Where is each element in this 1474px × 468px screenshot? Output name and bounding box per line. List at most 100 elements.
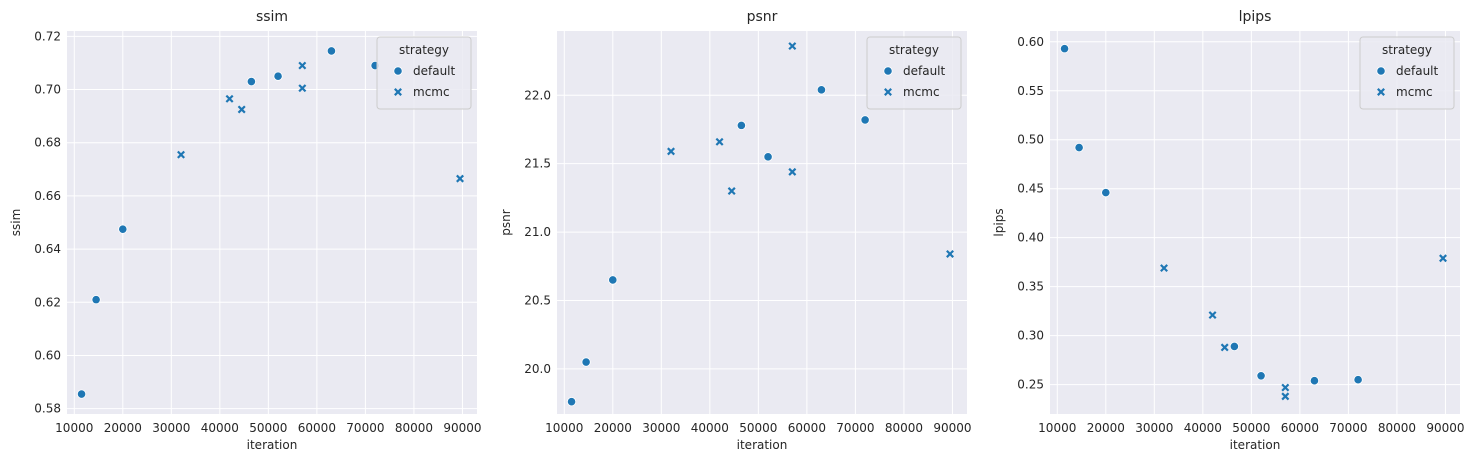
x-axis-label: iteration: [247, 438, 298, 452]
x-tick-label: 60000: [788, 421, 826, 435]
y-tick-label: 0.55: [1017, 84, 1044, 98]
y-tick-label: 0.66: [34, 189, 61, 203]
point-mcmc: [727, 187, 736, 196]
legend-label-default: default: [413, 64, 456, 78]
y-tick-label: 0.45: [1017, 182, 1044, 196]
x-tick-label: 40000: [691, 421, 729, 435]
y-tick-label: 0.60: [1017, 35, 1044, 49]
point-default: [76, 389, 87, 399]
point-default: [1309, 376, 1320, 386]
x-tick-label: 30000: [152, 421, 190, 435]
point-default: [273, 71, 283, 81]
point-mcmc: [788, 42, 797, 51]
y-tick-label: 0.64: [34, 242, 61, 256]
point-mcmc: [715, 137, 724, 146]
point-default: [1353, 375, 1363, 385]
x-tick-label: 30000: [642, 421, 680, 435]
chart-title: lpips: [1239, 9, 1272, 25]
legend-marker-mcmc: [884, 88, 892, 96]
point-mcmc: [1281, 392, 1290, 401]
x-tick-label: 30000: [1135, 421, 1173, 435]
point-default: [816, 85, 827, 95]
y-tick-label: 0.58: [34, 402, 61, 416]
point-default: [736, 120, 746, 130]
x-tick-label: 60000: [298, 421, 336, 435]
point-mcmc: [1208, 311, 1217, 320]
panel-ssim: 10000 20000 30000 40000 50000 60000 70000 80000…: [9, 9, 482, 452]
x-tick-label: 90000: [443, 421, 481, 435]
legend-label-mcmc: mcmc: [1396, 85, 1433, 99]
x-tick-label: 90000: [933, 421, 971, 435]
legend: strategy default mcmc: [1359, 36, 1455, 110]
legend-title: strategy: [1382, 43, 1432, 57]
y-tick-label: 0.60: [34, 348, 61, 362]
point-mcmc: [667, 147, 676, 156]
y-tick-label: 0.40: [1017, 231, 1044, 245]
point-mcmc: [1160, 264, 1168, 273]
point-mcmc: [237, 105, 246, 114]
point-default: [1229, 341, 1239, 352]
point-mcmc: [788, 167, 797, 176]
panel-lpips: 10000 20000 30000 40000 50000 60000 70000 80000…: [992, 9, 1465, 452]
legend-marker-mcmc: [1377, 88, 1385, 96]
legend-marker-default: [883, 66, 893, 76]
legend-marker-default: [393, 66, 403, 76]
y-tick-label: 0.70: [34, 83, 61, 97]
point-mcmc: [1439, 254, 1447, 263]
point-default: [1074, 142, 1084, 153]
point-mcmc: [1220, 343, 1229, 352]
point-default: [1059, 44, 1070, 54]
y-tick-label: 20.5: [524, 293, 551, 307]
x-tick-label: 70000: [346, 421, 384, 435]
y-tick-label: 0.68: [34, 136, 61, 150]
y-tick-label: 21.0: [524, 225, 551, 239]
legend-label-mcmc: mcmc: [903, 85, 940, 99]
x-tick-label: 10000: [1038, 421, 1076, 435]
panel-psnr: 10000 20000 30000 40000 50000 60000 70000 80000…: [499, 9, 972, 452]
x-axis-label: iteration: [1230, 438, 1281, 452]
legend: strategy default mcmc: [866, 36, 962, 110]
x-tick-label: 90000: [1426, 421, 1464, 435]
x-tick-label: 80000: [395, 421, 433, 435]
y-axis-label: lpips: [992, 208, 1006, 236]
x-tick-label: 80000: [885, 421, 923, 435]
y-tick-label: 21.5: [524, 157, 551, 171]
point-default: [118, 224, 128, 234]
legend-marker-default: [1376, 66, 1386, 76]
point-default: [608, 275, 618, 285]
point-default: [91, 295, 101, 305]
y-tick-label: 0.25: [1017, 378, 1044, 392]
point-default: [326, 46, 337, 56]
x-tick-label: 50000: [739, 421, 777, 435]
x-tick-label: 20000: [104, 421, 142, 435]
point-mcmc: [298, 84, 307, 93]
x-tick-label: 50000: [1232, 421, 1270, 435]
legend-label-default: default: [1396, 64, 1439, 78]
point-default: [581, 357, 591, 367]
point-mcmc: [1281, 383, 1290, 392]
y-tick-label: 0.35: [1017, 280, 1044, 294]
legend-title: strategy: [399, 43, 449, 57]
legend-label-default: default: [903, 64, 946, 78]
legend: strategy default mcmc: [376, 36, 472, 110]
y-tick-label: 0.50: [1017, 133, 1044, 147]
legend-label-mcmc: mcmc: [413, 85, 450, 99]
x-axis-label: iteration: [737, 438, 788, 452]
y-tick-label: 22.0: [524, 88, 551, 102]
x-tick-label: 80000: [1378, 421, 1416, 435]
x-tick-label: 70000: [836, 421, 874, 435]
x-tick-label: 40000: [201, 421, 239, 435]
point-mcmc: [946, 249, 954, 258]
point-mcmc: [225, 94, 234, 103]
point-default: [1101, 188, 1111, 198]
legend-marker-mcmc: [394, 88, 402, 96]
point-default: [860, 115, 870, 125]
x-tick-label: 70000: [1329, 421, 1367, 435]
x-tick-label: 20000: [1087, 421, 1125, 435]
point-mcmc: [177, 150, 186, 159]
point-default: [1256, 371, 1266, 381]
chart-title: psnr: [747, 9, 778, 25]
x-tick-label: 50000: [249, 421, 287, 435]
point-default: [246, 76, 256, 87]
